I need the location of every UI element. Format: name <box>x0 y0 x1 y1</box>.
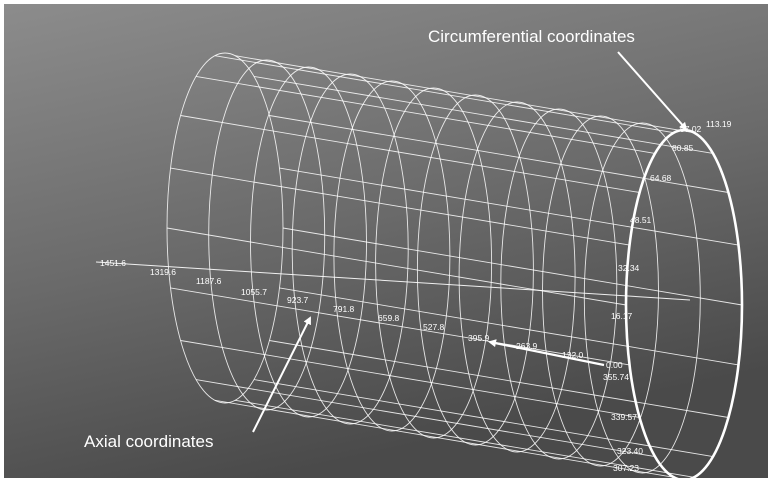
axial-coordinate-label: 1055.7 <box>241 287 267 297</box>
mesh-axial-line <box>235 55 695 134</box>
axial-coordinate-label: 263.9 <box>516 341 538 351</box>
axial-coordinate-label: 1187.6 <box>196 276 222 286</box>
circumferential-coordinate-label: 80.85 <box>672 143 694 153</box>
axial-coordinate-label: 132.0 <box>562 350 584 360</box>
mesh-axial-line <box>253 75 714 154</box>
circumferential-coordinate-label: 48.51 <box>630 215 652 225</box>
mesh-axial-line <box>180 340 640 418</box>
mesh-axial-line <box>170 287 630 366</box>
mesh-axial-line <box>214 55 674 134</box>
axial-coordinate-label: 395.9 <box>468 333 490 343</box>
circumferential-coordinate-label: 355.74 <box>603 372 629 382</box>
mesh-axial-line <box>170 167 630 246</box>
mesh-axial-line <box>279 167 739 246</box>
mesh-axial-line <box>166 227 627 306</box>
axial-annotation: Axial coordinates <box>84 432 213 451</box>
axial-coordinate-label: 1451.6 <box>100 258 126 268</box>
center-axis-line <box>95 261 691 301</box>
circumferential-arrow <box>617 51 688 131</box>
axial-coordinate-label: 791.8 <box>333 304 355 314</box>
mesh-axial-line <box>214 399 674 478</box>
circumferential-coordinate-label: 32.34 <box>618 263 640 273</box>
circumferential-coordinate-label: 113.19 <box>706 119 732 129</box>
mesh-axial-line <box>269 340 729 418</box>
mesh-axial-line <box>282 227 743 306</box>
mesh-axial-line <box>253 379 714 458</box>
mesh-axial-line <box>180 115 640 193</box>
axial-coordinate-label: 923.7 <box>287 295 309 305</box>
circumferential-annotation: Circumferential coordinates <box>428 27 635 46</box>
circumferential-coordinate-label: 307.23 <box>613 463 639 473</box>
circumferential-coordinate-label: 339.57 <box>611 412 637 422</box>
mesh-axial-line <box>279 287 739 366</box>
axial-coordinate-label: 1319.6 <box>150 267 176 277</box>
cylinder-wireframe <box>95 52 744 482</box>
axial-arrow <box>252 316 311 433</box>
axial-coordinate-label: 527.8 <box>423 322 445 332</box>
background <box>4 4 768 478</box>
circumferential-coordinate-label: 16.17 <box>611 311 633 321</box>
circumferential-coordinate-label: 64.68 <box>650 173 672 183</box>
circumferential-coordinate-label: 323.40 <box>617 446 643 456</box>
mesh-axial-line <box>195 75 656 154</box>
axial-coordinate-labels: 1451.6 1319.6 1187.6 1055.7 923.7 791.8 659.8 5… <box>100 258 623 370</box>
axis-arrow <box>488 339 605 367</box>
circumferential-coordinate-labels: 113.19 97.02 80.85 64.68 48.51 32.34 16.17 355.… <box>603 119 732 473</box>
mesh-axial-line <box>235 399 695 478</box>
axial-coordinate-label: 0.00 <box>606 360 623 370</box>
axial-coordinate-label: 659.8 <box>378 313 400 323</box>
circumferential-coordinate-label: 97.02 <box>680 124 702 134</box>
mesh-axial-line <box>269 115 729 193</box>
